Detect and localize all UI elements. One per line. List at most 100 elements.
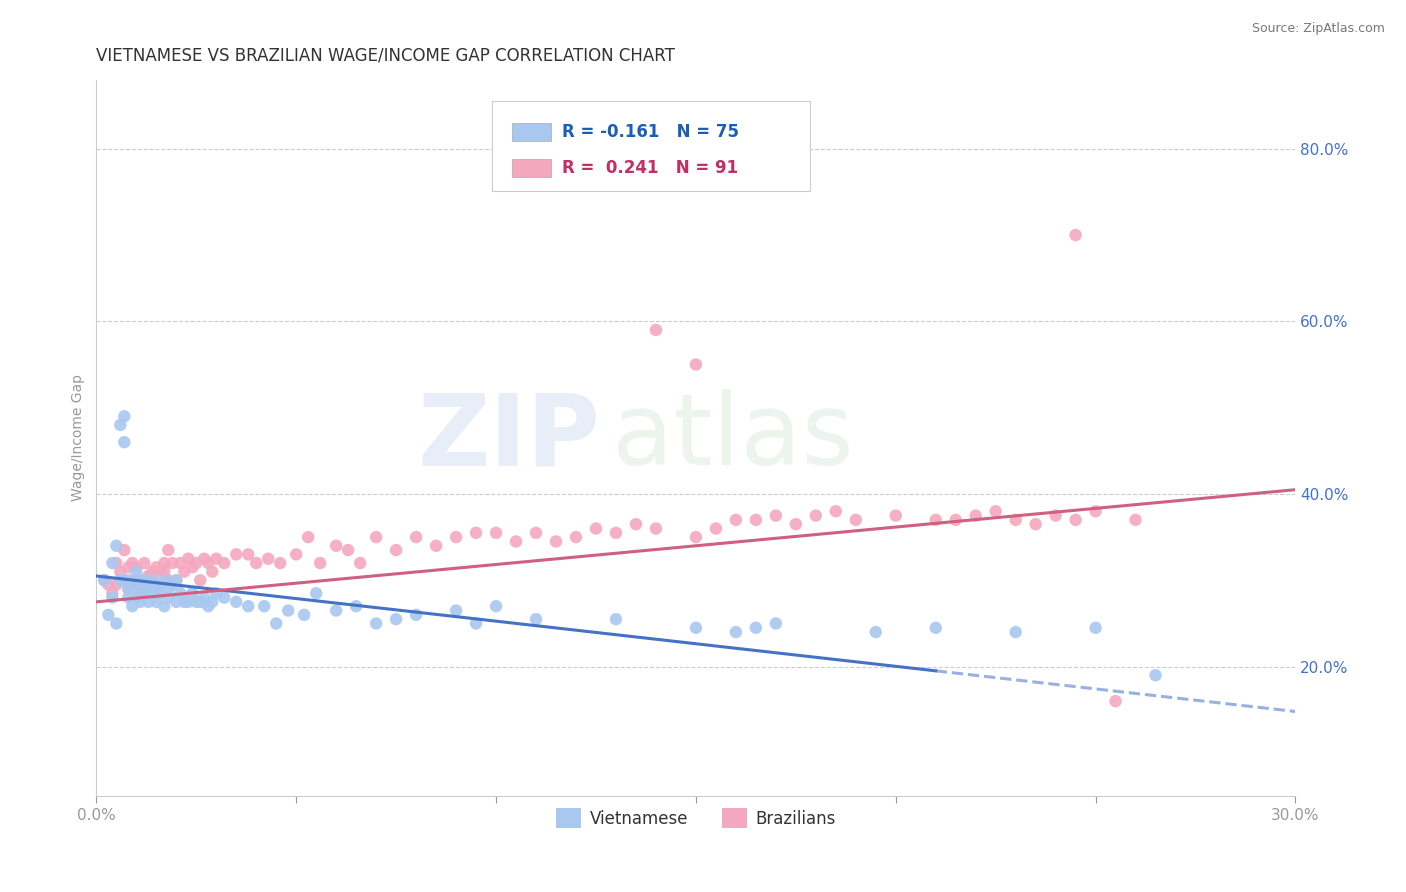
Point	[292, 607, 315, 622]
Point	[585, 521, 607, 535]
Point	[141, 574, 163, 588]
Point	[97, 577, 120, 591]
Point	[745, 513, 768, 527]
Point	[366, 616, 388, 631]
Point	[165, 574, 187, 588]
Text: R =  0.241   N = 91: R = 0.241 N = 91	[561, 159, 738, 177]
Point	[193, 551, 215, 566]
Point	[197, 556, 219, 570]
Point	[105, 577, 128, 591]
Point	[136, 577, 159, 591]
Point	[105, 556, 128, 570]
Point	[110, 417, 132, 432]
Point	[238, 548, 260, 562]
Point	[157, 574, 180, 588]
Point	[1025, 517, 1047, 532]
Point	[141, 574, 163, 588]
Point	[485, 599, 508, 614]
Point	[344, 599, 367, 614]
FancyBboxPatch shape	[492, 101, 810, 191]
Point	[212, 556, 235, 570]
Point	[425, 539, 447, 553]
Point	[505, 534, 527, 549]
Point	[186, 595, 208, 609]
Point	[1144, 668, 1167, 682]
Point	[349, 556, 371, 570]
Point	[269, 556, 291, 570]
Point	[136, 577, 159, 591]
Point	[125, 574, 148, 588]
Point	[253, 599, 276, 614]
Point	[121, 577, 143, 591]
Point	[162, 577, 184, 591]
Point	[149, 565, 172, 579]
Point	[925, 513, 948, 527]
Text: VIETNAMESE VS BRAZILIAN WAGE/INCOME GAP CORRELATION CHART: VIETNAMESE VS BRAZILIAN WAGE/INCOME GAP …	[97, 46, 675, 64]
Point	[145, 582, 167, 596]
Point	[405, 607, 427, 622]
Point	[925, 621, 948, 635]
Point	[385, 543, 408, 558]
Point	[112, 409, 135, 424]
Point	[1104, 694, 1126, 708]
Point	[765, 616, 787, 631]
Point	[136, 569, 159, 583]
Point	[141, 565, 163, 579]
Point	[121, 599, 143, 614]
Point	[165, 595, 187, 609]
Point	[385, 612, 408, 626]
Point	[1064, 227, 1087, 242]
Point	[745, 621, 768, 635]
Point	[177, 551, 200, 566]
Point	[965, 508, 987, 523]
Text: Source: ZipAtlas.com: Source: ZipAtlas.com	[1251, 22, 1385, 36]
Point	[865, 625, 887, 640]
Point	[257, 551, 280, 566]
Point	[238, 599, 260, 614]
Point	[112, 543, 135, 558]
Text: R = -0.161   N = 75: R = -0.161 N = 75	[561, 123, 738, 141]
Point	[605, 525, 627, 540]
Point	[205, 551, 228, 566]
Point	[645, 521, 668, 535]
Point	[188, 574, 211, 588]
Point	[201, 565, 224, 579]
Point	[165, 574, 187, 588]
Point	[153, 574, 176, 588]
Point	[193, 591, 215, 605]
Point	[465, 525, 488, 540]
Point	[181, 560, 204, 574]
Point	[685, 621, 707, 635]
Point	[845, 513, 868, 527]
Point	[565, 530, 588, 544]
Point	[205, 586, 228, 600]
Point	[1084, 621, 1107, 635]
Point	[309, 556, 332, 570]
FancyBboxPatch shape	[512, 123, 551, 141]
Point	[1084, 504, 1107, 518]
Point	[134, 586, 156, 600]
Point	[129, 574, 152, 588]
Point	[169, 556, 191, 570]
Point	[884, 508, 907, 523]
Point	[173, 565, 195, 579]
Point	[1045, 508, 1067, 523]
Point	[112, 435, 135, 450]
Point	[277, 603, 299, 617]
Point	[765, 508, 787, 523]
Point	[444, 603, 467, 617]
Point	[197, 599, 219, 614]
Point	[724, 625, 747, 640]
Text: ZIP: ZIP	[418, 390, 600, 486]
Point	[297, 530, 319, 544]
Point	[117, 574, 139, 588]
FancyBboxPatch shape	[512, 159, 551, 178]
Text: atlas: atlas	[612, 390, 853, 486]
Point	[305, 586, 328, 600]
Point	[285, 548, 308, 562]
Point	[325, 539, 347, 553]
Point	[162, 556, 184, 570]
Point	[984, 504, 1007, 518]
Point	[405, 530, 427, 544]
Point	[101, 556, 124, 570]
